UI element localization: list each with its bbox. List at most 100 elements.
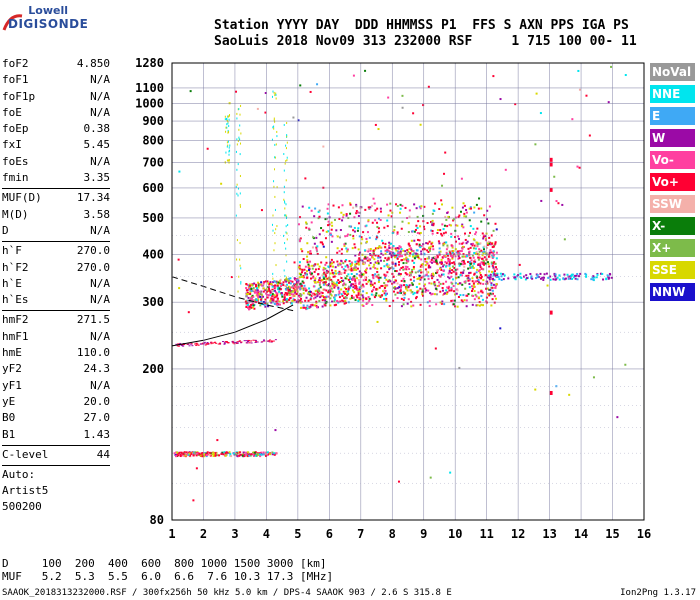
- echo-dot: [293, 288, 296, 291]
- echo-dot: [345, 290, 348, 293]
- echo-dot: [491, 277, 494, 280]
- echo-dot: [376, 221, 379, 224]
- echo-dot: [260, 300, 263, 303]
- echo-dot: [278, 287, 281, 290]
- echo-dot: [365, 292, 368, 295]
- echo-dot: [297, 223, 300, 226]
- echo-dot: [359, 251, 362, 254]
- echo-dot: [545, 272, 548, 275]
- echo-dot: [325, 230, 328, 233]
- param-key: yF2: [2, 362, 22, 376]
- echo-dot: [301, 250, 304, 253]
- echo-dot: [365, 268, 368, 271]
- echo-dot: [203, 455, 206, 458]
- echo-dot: [494, 222, 497, 225]
- echo-dot: [333, 272, 336, 275]
- echo-dot: [436, 255, 439, 258]
- echo-dot: [547, 276, 550, 279]
- echo-dot: [334, 283, 337, 286]
- echo-dot: [324, 263, 327, 266]
- echo-dot: [450, 287, 453, 290]
- echo-dot: [481, 257, 484, 260]
- echo-dot: [375, 287, 378, 290]
- echo-dot: [324, 304, 327, 307]
- echo-dot: [344, 269, 347, 272]
- echo-dot: [500, 279, 503, 282]
- echo-dot: [463, 265, 466, 268]
- echo-dot: [257, 298, 260, 301]
- echo-dot: [434, 347, 437, 350]
- echo-dot: [433, 281, 436, 284]
- echo-dot: [248, 284, 251, 287]
- echo-dot: [331, 224, 334, 227]
- echo-dot: [246, 452, 249, 455]
- echo-dot: [378, 279, 381, 282]
- echo-dot: [293, 298, 296, 301]
- echo-dot: [412, 304, 415, 307]
- param-row: h`F2 270.0: [2, 260, 110, 276]
- echo-dot: [296, 282, 299, 285]
- echo-dot: [407, 231, 410, 234]
- echo-dot: [477, 258, 480, 261]
- param-row: B0 27.0: [2, 410, 110, 426]
- echo-dot: [489, 292, 492, 295]
- echo-dot: [267, 282, 270, 285]
- echo-dot: [400, 286, 403, 289]
- echo-dot: [481, 232, 484, 235]
- echo-dot: [553, 272, 556, 275]
- param-key: hmE: [2, 346, 22, 360]
- echo-dot: [344, 242, 347, 245]
- echo-dot: [471, 265, 474, 268]
- echo-dot: [344, 297, 347, 300]
- echo-dot: [182, 453, 185, 456]
- echo-dot: [272, 229, 274, 232]
- echo-dot: [375, 275, 378, 278]
- echo-dot: [308, 293, 311, 296]
- echo-dot: [318, 277, 321, 280]
- echo-dot: [313, 242, 316, 245]
- echo-dot: [298, 261, 301, 264]
- echo-dot: [424, 290, 427, 293]
- echo-dot: [448, 260, 451, 263]
- x-tick-label: 13: [542, 527, 556, 541]
- echo-dot: [317, 273, 320, 276]
- echo-dot: [239, 174, 241, 177]
- echo-dot: [485, 300, 488, 303]
- echo-dot: [407, 222, 410, 225]
- echo-dot: [286, 232, 288, 235]
- echo-dot: [247, 293, 250, 296]
- x-tick-label: 5: [294, 527, 301, 541]
- echo-dot: [449, 254, 452, 257]
- echo-dot: [373, 202, 376, 205]
- x-tick-label: 8: [389, 527, 396, 541]
- echo-dot: [413, 261, 416, 264]
- echo-dot: [348, 260, 351, 263]
- echo-dot: [357, 258, 360, 261]
- echo-dot: [404, 250, 407, 253]
- echo-dot: [449, 471, 452, 474]
- echo-dot: [307, 299, 310, 302]
- echo-dot: [344, 277, 347, 280]
- echo-dot: [343, 245, 346, 248]
- echo-dot: [274, 208, 276, 211]
- echo-dot: [299, 273, 302, 276]
- echo-dot: [392, 286, 395, 289]
- echo-dot: [325, 271, 328, 274]
- echo-dot: [259, 455, 262, 458]
- echo-dot: [492, 229, 495, 232]
- echo-dot: [273, 302, 276, 305]
- echo-dot: [592, 376, 595, 379]
- echo-dot: [300, 300, 303, 303]
- echo-dot: [381, 239, 384, 242]
- echo-dot: [483, 250, 486, 253]
- echo-dot: [297, 285, 300, 288]
- echo-dot: [328, 276, 331, 279]
- echo-dot: [316, 290, 319, 293]
- echo-dot: [317, 289, 320, 292]
- echo-dot: [377, 294, 380, 297]
- param-value: N/A: [90, 378, 110, 392]
- echo-dot: [435, 257, 438, 260]
- echo-dot: [487, 222, 490, 225]
- echo-dot: [421, 290, 424, 293]
- echo-dot: [469, 257, 472, 260]
